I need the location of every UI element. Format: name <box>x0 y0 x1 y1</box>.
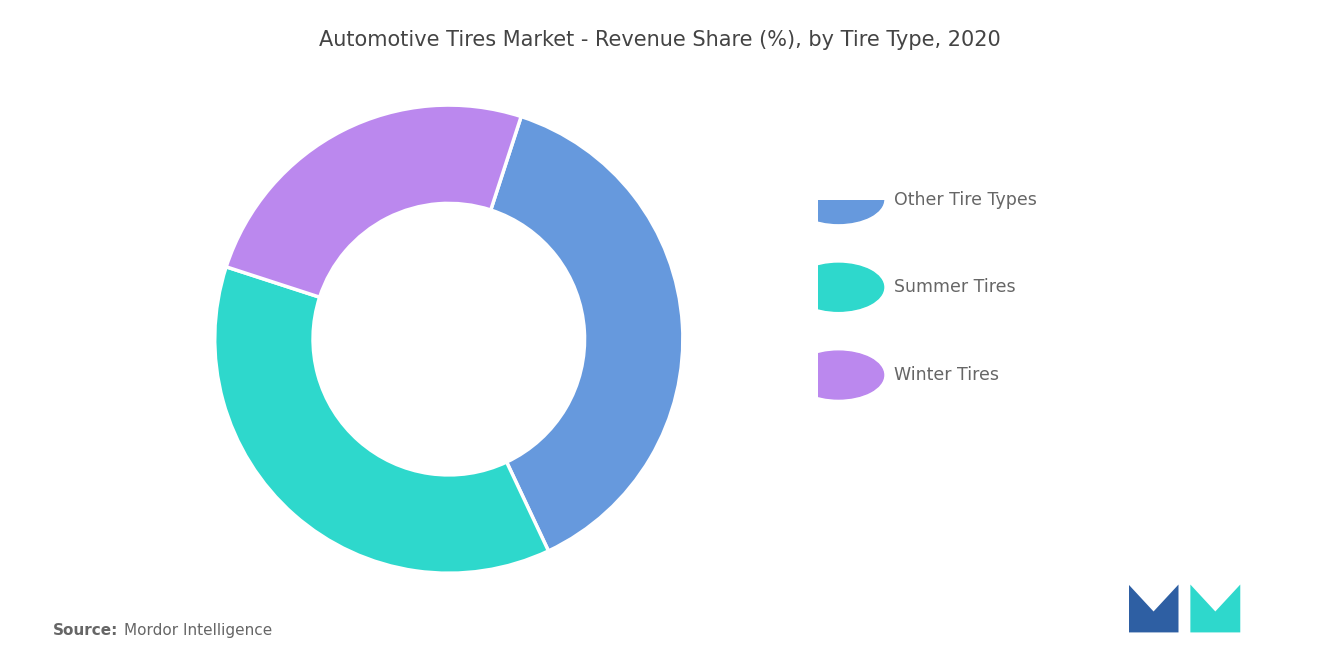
Text: Automotive Tires Market - Revenue Share (%), by Tire Type, 2020: Automotive Tires Market - Revenue Share … <box>319 30 1001 50</box>
Wedge shape <box>226 105 521 297</box>
Text: Summer Tires: Summer Tires <box>894 278 1015 297</box>
Circle shape <box>793 263 883 311</box>
Text: Other Tire Types: Other Tire Types <box>894 190 1036 209</box>
Wedge shape <box>491 116 682 551</box>
Circle shape <box>793 176 883 223</box>
Text: Mordor Intelligence: Mordor Intelligence <box>124 623 272 638</box>
Wedge shape <box>215 267 549 573</box>
Text: Source:: Source: <box>53 623 119 638</box>
Circle shape <box>793 351 883 399</box>
Text: Winter Tires: Winter Tires <box>894 366 999 384</box>
